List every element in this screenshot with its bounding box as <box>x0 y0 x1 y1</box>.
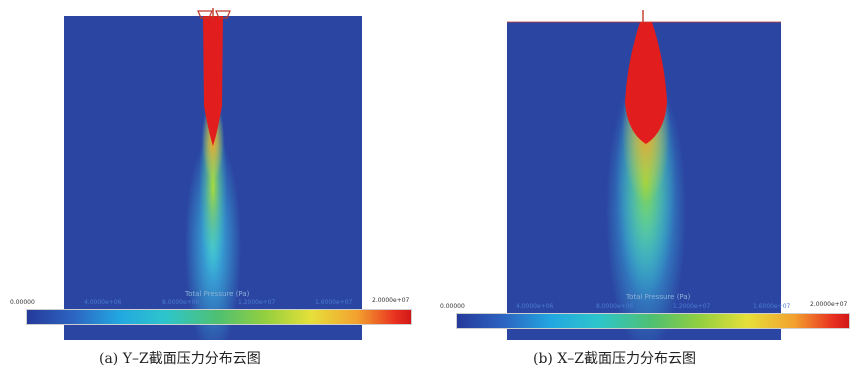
colorbar-title: Total Pressure (Pa) <box>626 293 691 301</box>
jet-contour-xz <box>606 22 686 340</box>
colorbar-tick: 0.00000 <box>440 303 465 310</box>
colorbar-tick: 4.0000e+06 <box>516 303 554 310</box>
colorbar-title: Total Pressure (Pa) <box>185 290 250 298</box>
caption: (a) Y–Z截面压力分布云图 <box>99 351 261 367</box>
pressure-field-xz <box>507 22 781 340</box>
colorbar-tick: 0.00000 <box>10 299 35 306</box>
colorbar-tick: 1.6000e+07 <box>315 299 353 306</box>
colorbar-tick: 2.0000e+07 <box>372 297 410 304</box>
panel-xz-section: Total Pressure (Pa) 0.00000 4.0000e+06 8… <box>428 0 856 367</box>
pressure-colorbar <box>26 309 412 325</box>
caption: (b) X–Z截面压力分布云图 <box>533 351 697 367</box>
colorbar-tick: 1.2000e+07 <box>673 303 711 310</box>
colorbar-tick: 2.0000e+07 <box>810 301 848 308</box>
colorbar-tick: 4.0000e+06 <box>84 299 122 306</box>
panel-yz-section: Total Pressure (Pa) 0.00000 4.0000e+06 8… <box>0 0 428 367</box>
colorbar-tick: 1.2000e+07 <box>238 299 276 306</box>
pressure-field-yz <box>64 16 362 340</box>
pressure-colorbar <box>456 313 850 329</box>
colorbar-tick: 1.6000e+07 <box>753 303 791 310</box>
nozzle-icon <box>197 8 231 20</box>
nozzle-marker-icon <box>507 10 781 23</box>
colorbar-tick: 8.0000e+06 <box>596 303 634 310</box>
jet-contour-yz <box>185 16 241 340</box>
colorbar-tick: 8.0000e+06 <box>162 299 200 306</box>
